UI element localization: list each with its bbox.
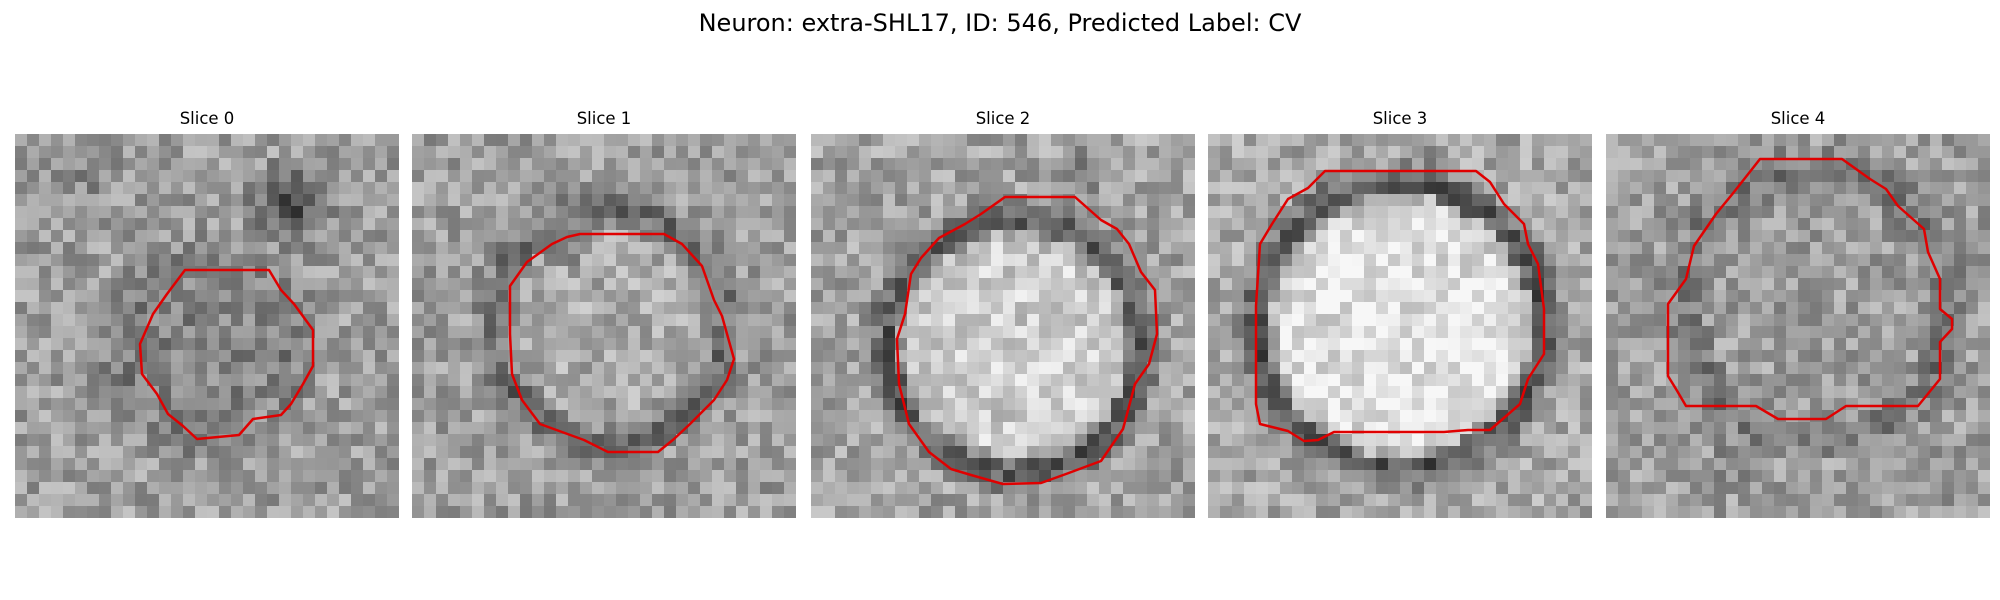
slice-title: Slice 4 [1770, 109, 1826, 128]
slice-title: Slice 3 [1372, 109, 1428, 128]
segmentation-contour [895, 195, 1159, 486]
slice-image [15, 134, 399, 518]
segmentation-contour [1666, 157, 1954, 421]
slice-image [412, 134, 796, 518]
slice-image [1606, 134, 1990, 518]
segmentation-contour [1254, 169, 1546, 443]
segmentation-contour [138, 268, 315, 441]
figure-title: Neuron: extra-SHL17, ID: 546, Predicted … [698, 9, 1302, 37]
slice-image [1208, 134, 1592, 518]
slice-title: Slice 0 [179, 109, 235, 128]
slice-title: Slice 2 [975, 109, 1031, 128]
segmentation-contour [508, 232, 736, 454]
slice-title: Slice 1 [576, 109, 632, 128]
